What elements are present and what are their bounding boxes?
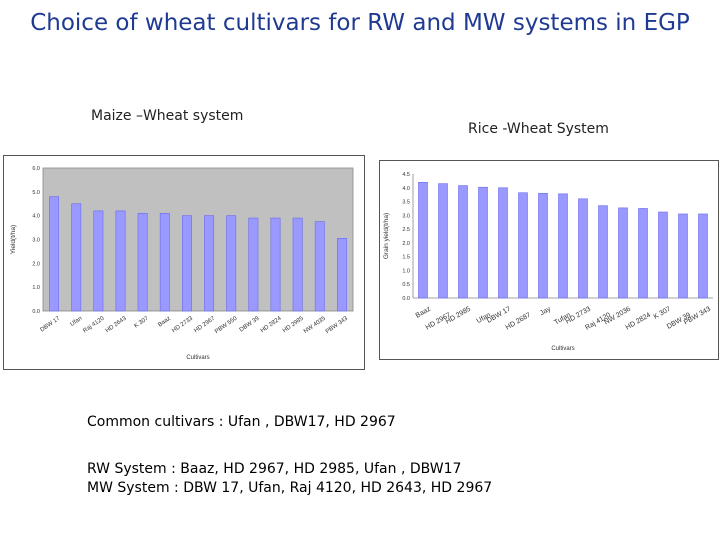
maize-wheat-chart-y-tick-label: 6.0 — [32, 166, 40, 172]
rice-wheat-chart-y-tick-label: 4.0 — [402, 186, 410, 192]
maize-wheat-chart-plot-area — [42, 167, 354, 312]
rice-wheat-chart-y-tick-label: 0.5 — [402, 282, 410, 288]
mw-system-text: MW System : DBW 17, Ufan, Raj 4120, HD 2… — [87, 480, 493, 496]
rice-wheat-chart-y-tick-label: 1.5 — [402, 255, 410, 261]
rice-wheat-chart-bar — [538, 192, 548, 299]
rice-wheat-chart-bar — [658, 211, 668, 299]
rice-wheat-chart-y-axis-label: Grain yield(t/ha) — [383, 213, 390, 259]
rice-wheat-chart-y-tick-label: 1.0 — [402, 268, 410, 274]
maize-wheat-chart-bar — [181, 215, 192, 312]
maize-wheat-chart-bar — [115, 210, 126, 312]
rice-wheat-chart-x-axis-label: Cultivars — [551, 346, 574, 352]
rice-wheat-label: Rice -Wheat System — [468, 121, 609, 137]
maize-wheat-chart-bar — [336, 238, 347, 312]
maize-wheat-chart-y-tick-label: 4.0 — [32, 214, 40, 220]
rice-wheat-chart-bar — [438, 183, 448, 299]
rice-wheat-chart-bar — [598, 205, 608, 299]
maize-wheat-chart-bar — [93, 210, 104, 312]
common-cultivars-text: Common cultivars : Ufan , DBW17, HD 2967 — [87, 414, 396, 430]
rice-wheat-chart-bar — [678, 213, 688, 299]
maize-wheat-chart-bar — [71, 203, 82, 312]
rice-wheat-chart-bar — [418, 181, 428, 299]
maize-wheat-chart-bar — [137, 212, 148, 312]
rice-wheat-chart-bar — [638, 208, 648, 299]
maize-wheat-chart-bar — [270, 217, 281, 312]
maize-wheat-chart-y-axis-label: Yield(t/ha) — [10, 225, 17, 254]
rice-wheat-chart-y-tick-label: 4.5 — [402, 172, 410, 178]
maize-wheat-chart-bar — [49, 196, 60, 312]
rw-system-text: RW System : Baaz, HD 2967, HD 2985, Ufan… — [87, 461, 462, 477]
maize-wheat-chart-bar — [159, 212, 170, 312]
maize-wheat-chart-y-tick-label: 0.0 — [32, 309, 40, 315]
rice-wheat-chart-bar — [618, 207, 628, 299]
maize-wheat-chart-bar — [248, 217, 259, 312]
maize-wheat-chart-bar — [226, 215, 237, 312]
maize-wheat-chart-x-axis-label: Cultivars — [186, 355, 209, 361]
rice-wheat-chart-bar — [498, 187, 508, 299]
rice-wheat-chart-y-tick-label: 0.0 — [402, 296, 410, 302]
maize-wheat-chart-y-tick-label: 3.0 — [32, 238, 40, 244]
maize-wheat-chart-bar — [314, 221, 325, 312]
maize-wheat-chart-bar — [292, 217, 303, 312]
rice-wheat-chart-y-tick-label: 2.0 — [402, 241, 410, 247]
maize-wheat-chart-y-tick-label: 1.0 — [32, 285, 40, 291]
slide-title: Choice of wheat cultivars for RW and MW … — [30, 10, 690, 36]
rice-wheat-chart-bar — [458, 185, 468, 299]
rice-wheat-chart-bar — [698, 213, 708, 299]
rice-wheat-chart-y-tick-label: 2.5 — [402, 227, 410, 233]
rice-wheat-chart-bar — [518, 192, 528, 299]
rice-wheat-chart-y-tick-label: 3.5 — [402, 200, 410, 206]
maize-wheat-chart-y-tick-label: 5.0 — [32, 190, 40, 196]
maize-wheat-chart-y-tick-label: 2.0 — [32, 261, 40, 267]
rice-wheat-chart-bar — [578, 198, 588, 299]
rice-wheat-chart-bar — [558, 193, 568, 299]
maize-wheat-chart-bar — [204, 215, 215, 312]
rice-wheat-chart-category-label: Jay — [539, 305, 552, 317]
maize-wheat-label: Maize –Wheat system — [91, 108, 244, 124]
rice-wheat-chart-y-tick-label: 3.0 — [402, 213, 410, 219]
rice-wheat-chart-bar — [478, 186, 488, 299]
